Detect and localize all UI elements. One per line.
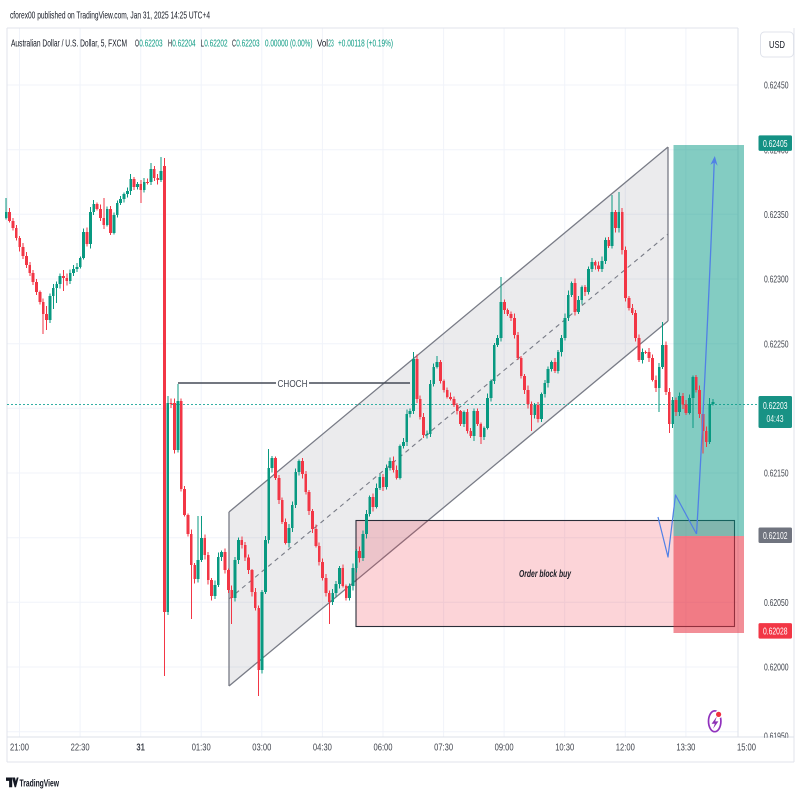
svg-text:0.62300: 0.62300 [764, 274, 789, 286]
svg-text:0.62000: 0.62000 [764, 662, 789, 674]
svg-text:15:00: 15:00 [737, 742, 756, 754]
svg-text:03:00: 03:00 [252, 742, 271, 754]
svg-text:Vol: Vol [317, 39, 328, 50]
svg-text:0.62350: 0.62350 [764, 209, 789, 221]
svg-text:0.62204: 0.62204 [172, 39, 196, 50]
svg-text:0.62050: 0.62050 [764, 597, 789, 609]
svg-text:04:30: 04:30 [313, 742, 332, 754]
svg-text:H: H [168, 39, 172, 50]
svg-text:0.62405: 0.62405 [763, 138, 788, 150]
svg-text:09:00: 09:00 [495, 742, 514, 754]
svg-text:06:00: 06:00 [374, 742, 393, 754]
svg-text:0.00000 (0.00%): 0.00000 (0.00%) [265, 39, 313, 50]
svg-text:0.62203: 0.62203 [236, 39, 260, 50]
svg-text:Order block buy: Order block buy [519, 569, 572, 580]
svg-text:CHOCH: CHOCH [278, 379, 308, 390]
svg-text:01:30: 01:30 [192, 742, 211, 754]
svg-text:0.62450: 0.62450 [764, 80, 789, 92]
svg-text:07:30: 07:30 [434, 742, 453, 754]
svg-text:04:43: 04:43 [767, 414, 784, 425]
svg-text:0.62203: 0.62203 [139, 39, 163, 50]
svg-text:0.62028: 0.62028 [763, 626, 788, 638]
svg-text:USD: USD [769, 39, 785, 51]
svg-text:12:00: 12:00 [616, 742, 635, 754]
svg-text:cforex00 published on TradingV: cforex00 published on TradingView.com, J… [10, 10, 210, 21]
svg-text:0.62250: 0.62250 [764, 338, 789, 350]
svg-text:10:30: 10:30 [555, 742, 574, 754]
svg-text:O: O [135, 39, 139, 50]
svg-text:23: 23 [328, 39, 334, 50]
svg-text:L: L [201, 39, 205, 50]
svg-text:Australian Dollar / U.S. Dolla: Australian Dollar / U.S. Dollar, 5, FXCM [11, 39, 127, 50]
svg-text:13:30: 13:30 [676, 742, 695, 754]
svg-text:+0.00118 (+0.19%): +0.00118 (+0.19%) [338, 39, 393, 50]
svg-text:22:30: 22:30 [71, 742, 90, 754]
svg-text:TradingView: TradingView [20, 779, 60, 790]
svg-text:0.62202: 0.62202 [204, 39, 227, 50]
svg-text:C: C [232, 39, 236, 50]
svg-text:21:00: 21:00 [10, 742, 29, 754]
svg-text:0.62150: 0.62150 [764, 468, 789, 480]
svg-text:31: 31 [136, 742, 145, 754]
svg-text:0.62203: 0.62203 [763, 400, 788, 412]
svg-text:0.62102: 0.62102 [763, 530, 788, 542]
